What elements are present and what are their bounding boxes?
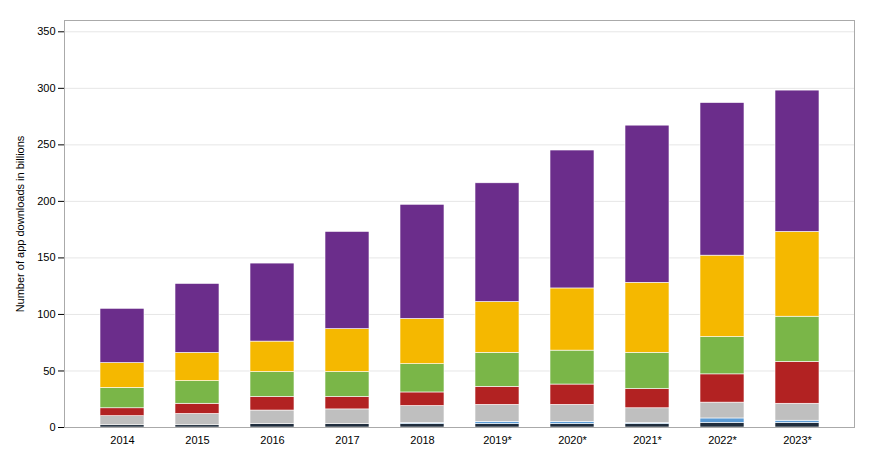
svg-text:2023*: 2023* [783,434,812,446]
svg-text:2017: 2017 [335,434,359,446]
svg-text:2014: 2014 [110,434,134,446]
svg-text:2018: 2018 [410,434,434,446]
svg-text:2019*: 2019* [483,434,512,446]
svg-text:Number of app downloads in bil: Number of app downloads in billions [14,135,26,312]
svg-text:2022*: 2022* [708,434,737,446]
svg-text:2020*: 2020* [558,434,587,446]
svg-text:100: 100 [37,308,55,320]
svg-text:2016: 2016 [260,434,284,446]
svg-text:0: 0 [49,421,55,433]
svg-text:250: 250 [37,138,55,150]
svg-text:300: 300 [37,82,55,94]
svg-text:2021*: 2021* [633,434,662,446]
svg-text:350: 350 [37,25,55,37]
svg-text:2015: 2015 [185,434,209,446]
svg-text:200: 200 [37,195,55,207]
svg-text:150: 150 [37,251,55,263]
svg-text:50: 50 [43,364,55,376]
